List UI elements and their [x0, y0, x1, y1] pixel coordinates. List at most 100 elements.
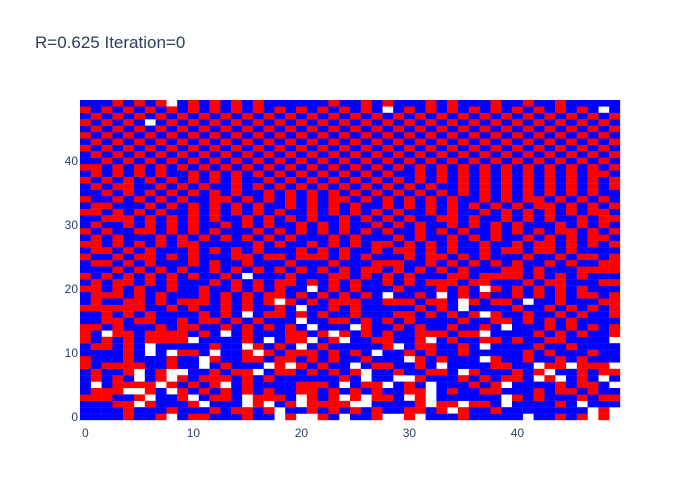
heatmap-cell [587, 247, 599, 254]
heatmap-cell [155, 400, 167, 408]
heatmap-cell [209, 164, 221, 171]
heatmap-cell [188, 196, 199, 203]
heatmap-cell [134, 413, 145, 421]
heatmap-cell [393, 196, 405, 203]
heatmap-cell [490, 356, 502, 363]
heatmap-cell [393, 106, 405, 113]
heatmap-cell [242, 285, 253, 293]
heatmap-cell [112, 304, 124, 312]
heatmap-cell [436, 125, 448, 133]
heatmap-cell [285, 343, 297, 350]
heatmap-cell [501, 311, 513, 318]
heatmap-cell [533, 112, 545, 120]
heatmap-cell [566, 144, 577, 152]
heatmap-cell [317, 221, 329, 229]
heatmap-cell [566, 394, 577, 401]
heatmap-cell [512, 189, 523, 197]
heatmap-cell [393, 381, 405, 389]
heatmap-cell [134, 330, 145, 337]
heatmap-cell [371, 279, 383, 286]
heatmap-cell [231, 215, 243, 222]
heatmap-cell [512, 266, 523, 273]
heatmap-cell [274, 221, 286, 229]
heatmap-cell [490, 240, 502, 248]
heatmap-cell [317, 253, 329, 261]
heatmap-cell [274, 356, 286, 363]
heatmap-cell [598, 349, 610, 357]
heatmap-cell [458, 285, 469, 293]
heatmap-cell [166, 343, 178, 350]
heatmap-cell [468, 215, 480, 222]
heatmap-cell [252, 324, 264, 331]
heatmap-cell [90, 183, 102, 190]
heatmap-cell [447, 285, 459, 293]
heatmap-cell [101, 247, 113, 254]
heatmap-cell [242, 260, 253, 267]
heatmap-cell [501, 368, 513, 376]
heatmap-cell [339, 375, 351, 382]
heatmap-cell [360, 266, 372, 273]
heatmap-cell [80, 253, 91, 261]
heatmap-cell [155, 100, 167, 107]
heatmap-cell [80, 279, 91, 286]
heatmap-cell [285, 298, 297, 305]
heatmap-cell [533, 304, 545, 312]
heatmap-cell [566, 164, 577, 171]
heatmap-cell [112, 247, 124, 254]
heatmap-cell [220, 317, 232, 325]
heatmap-cell [555, 304, 567, 312]
heatmap-cell [533, 144, 545, 152]
heatmap-cell [220, 368, 232, 376]
heatmap-cell [339, 317, 351, 325]
heatmap-cell [609, 292, 621, 299]
heatmap-cell [404, 304, 415, 312]
heatmap-cell [263, 285, 275, 293]
heatmap-cell [339, 144, 351, 152]
heatmap-cell [468, 407, 480, 414]
heatmap-cell [425, 112, 437, 120]
heatmap-cell [112, 260, 124, 267]
heatmap-cell [296, 266, 307, 273]
heatmap-cell [393, 298, 405, 305]
heatmap-cell [350, 304, 361, 312]
heatmap-cells [80, 100, 621, 421]
heatmap-cell [393, 202, 405, 209]
heatmap-cell [166, 317, 178, 325]
heatmap-cell [447, 272, 459, 280]
heatmap-cell [468, 272, 480, 280]
heatmap-cell [436, 272, 448, 280]
heatmap-cell [555, 253, 567, 261]
heatmap-cell [296, 151, 307, 158]
heatmap-cell [566, 285, 577, 293]
heatmap-cell [177, 272, 189, 280]
heatmap-cell [166, 196, 178, 203]
heatmap-cell [90, 215, 102, 222]
heatmap-cell [274, 253, 286, 261]
heatmap-cell [576, 279, 588, 286]
heatmap-cell [209, 119, 221, 126]
heatmap-cell [436, 228, 448, 235]
heatmap-cell [231, 304, 243, 312]
heatmap-cell [242, 317, 253, 325]
heatmap-cell [123, 157, 135, 165]
heatmap-cell [306, 266, 318, 273]
heatmap-cell [252, 228, 264, 235]
heatmap-cell [101, 170, 113, 177]
heatmap-cell [134, 279, 145, 286]
heatmap-cell [404, 266, 415, 273]
heatmap-cell [371, 189, 383, 197]
heatmap-cell [479, 272, 491, 280]
heatmap-cell [306, 183, 318, 190]
heatmap-cell [587, 324, 599, 331]
heatmap-cell [350, 176, 361, 184]
heatmap-cell [414, 317, 426, 325]
heatmap-cell [479, 304, 491, 312]
heatmap-cell [382, 228, 394, 235]
heatmap-cell [209, 157, 221, 165]
heatmap-cell [285, 375, 297, 382]
heatmap-cell [209, 125, 221, 133]
heatmap-cell [609, 106, 621, 113]
heatmap-cell [220, 375, 232, 382]
heatmap-cell [220, 336, 232, 344]
heatmap-cell [144, 132, 156, 139]
